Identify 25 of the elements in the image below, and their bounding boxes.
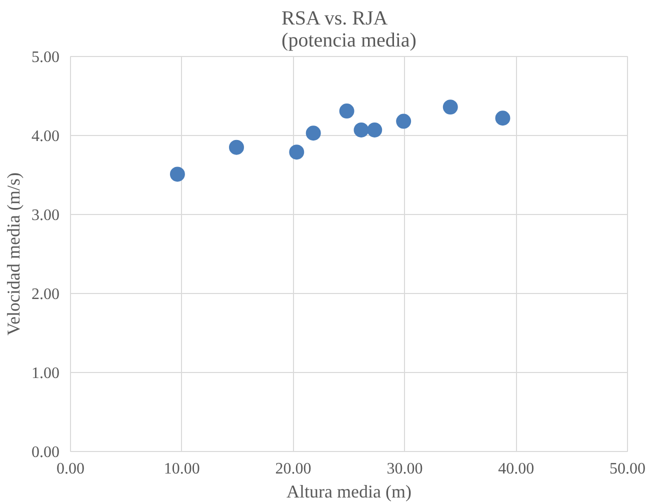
y-tick-label: 0.00 bbox=[32, 444, 60, 461]
point bbox=[396, 114, 412, 129]
point bbox=[339, 104, 354, 118]
point bbox=[354, 122, 369, 138]
point bbox=[306, 126, 321, 141]
y-axis-title: Velocidad media (m/s) bbox=[4, 172, 24, 336]
x-tick-label: 30.00 bbox=[386, 460, 423, 478]
point bbox=[442, 100, 458, 115]
chart-title: RSA vs. RJA (potencia media) bbox=[282, 8, 416, 52]
y-tick-label: 1.00 bbox=[32, 365, 60, 382]
x-tick-label: 50.00 bbox=[610, 460, 646, 478]
y-tick-label: 3.00 bbox=[32, 207, 60, 224]
point bbox=[228, 140, 244, 155]
x-tick-label: 20.00 bbox=[275, 460, 312, 478]
x-tick-label: 0.00 bbox=[56, 460, 84, 478]
y-tick-label: 5.00 bbox=[32, 49, 60, 66]
point bbox=[367, 122, 382, 138]
point bbox=[289, 144, 304, 160]
x-tick-label: 40.00 bbox=[498, 460, 534, 478]
y-tick-label: 2.00 bbox=[32, 286, 60, 303]
x-axis-title: Altura media (m) bbox=[286, 482, 412, 502]
x-tick-label: 10.00 bbox=[164, 460, 200, 478]
point bbox=[170, 166, 185, 182]
y-tick-label: 4.00 bbox=[32, 128, 60, 145]
point bbox=[495, 110, 510, 126]
